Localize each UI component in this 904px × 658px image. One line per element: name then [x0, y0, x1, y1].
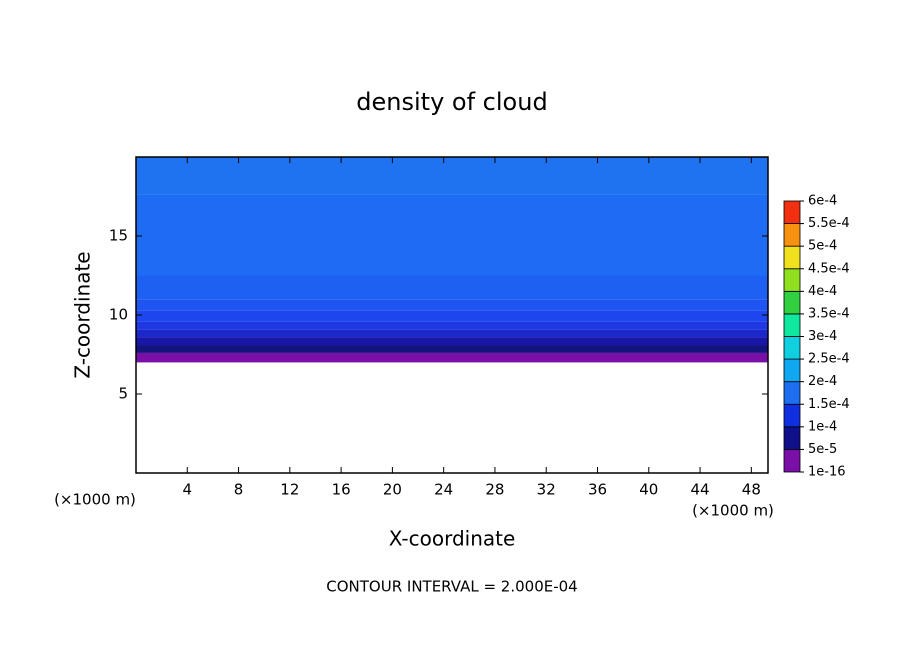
footnote: CONTOUR INTERVAL = 2.000E-04	[326, 578, 577, 596]
colorbar-label: 1e-16	[808, 465, 846, 480]
x-tick-label: 48	[742, 481, 761, 499]
colorbar-label: 2.5e-4	[808, 352, 850, 367]
contour-band	[136, 345, 768, 353]
contour-band	[136, 337, 768, 346]
colorbar-box	[783, 313, 801, 337]
x-tick-label: 28	[485, 481, 504, 499]
colorbar-label: 3e-4	[808, 329, 837, 344]
x-tick-label: 44	[691, 481, 710, 499]
colorbar-box	[783, 358, 801, 383]
chart-title: density of cloud	[356, 88, 547, 116]
contour-band	[136, 157, 768, 195]
contour-band	[136, 194, 768, 276]
colorbar-label: 5e-5	[808, 442, 837, 457]
colorbar-label: 6e-4	[808, 194, 837, 209]
y-tick-label: 10	[109, 306, 128, 324]
x-tick-label: 36	[588, 481, 607, 499]
contour-band	[136, 275, 768, 300]
colorbar-box	[783, 268, 801, 292]
colorbar-box	[783, 200, 801, 224]
contour-band	[136, 329, 768, 338]
x-tick-label: 12	[280, 481, 299, 499]
x-tick-label: 32	[537, 481, 556, 499]
x-tick-label: 24	[434, 481, 453, 499]
contour-band	[136, 352, 768, 363]
contour-band	[136, 299, 768, 311]
contour-band	[136, 310, 768, 322]
colorbar-label: 5.5e-4	[808, 216, 850, 231]
colorbar-box	[783, 290, 801, 315]
colorbar-box	[783, 245, 801, 270]
colorbar-label: 3.5e-4	[808, 306, 850, 321]
x-tick-label: 4	[183, 481, 193, 499]
colorbar-label: 4e-4	[808, 284, 837, 299]
y-tick-label: 15	[109, 227, 128, 245]
colorbar-box	[783, 449, 801, 473]
colorbar-box	[783, 223, 801, 247]
contour-band	[136, 321, 768, 330]
y-axis-label: Z-coordinate	[71, 251, 95, 378]
colorbar-label: 1e-4	[808, 419, 837, 434]
colorbar-box	[783, 403, 801, 428]
colorbar-box	[783, 336, 801, 360]
colorbar-label: 2e-4	[808, 374, 837, 389]
x-axis-label: X-coordinate	[389, 527, 516, 551]
x-tick-label: 8	[234, 481, 244, 499]
x-tick-label: 40	[639, 481, 658, 499]
colorbar-label: 5e-4	[808, 239, 837, 254]
x-unit-label: (×1000 m)	[692, 502, 774, 520]
colorbar-label: 1.5e-4	[808, 397, 850, 412]
x-tick-label: 16	[332, 481, 351, 499]
colorbar-box	[783, 426, 801, 450]
x-tick-label: 20	[383, 481, 402, 499]
colorbar-box	[783, 381, 801, 405]
colorbar-label: 4.5e-4	[808, 261, 850, 276]
x-unit-label: (×1000 m)	[54, 491, 136, 509]
y-tick-label: 5	[118, 385, 128, 403]
